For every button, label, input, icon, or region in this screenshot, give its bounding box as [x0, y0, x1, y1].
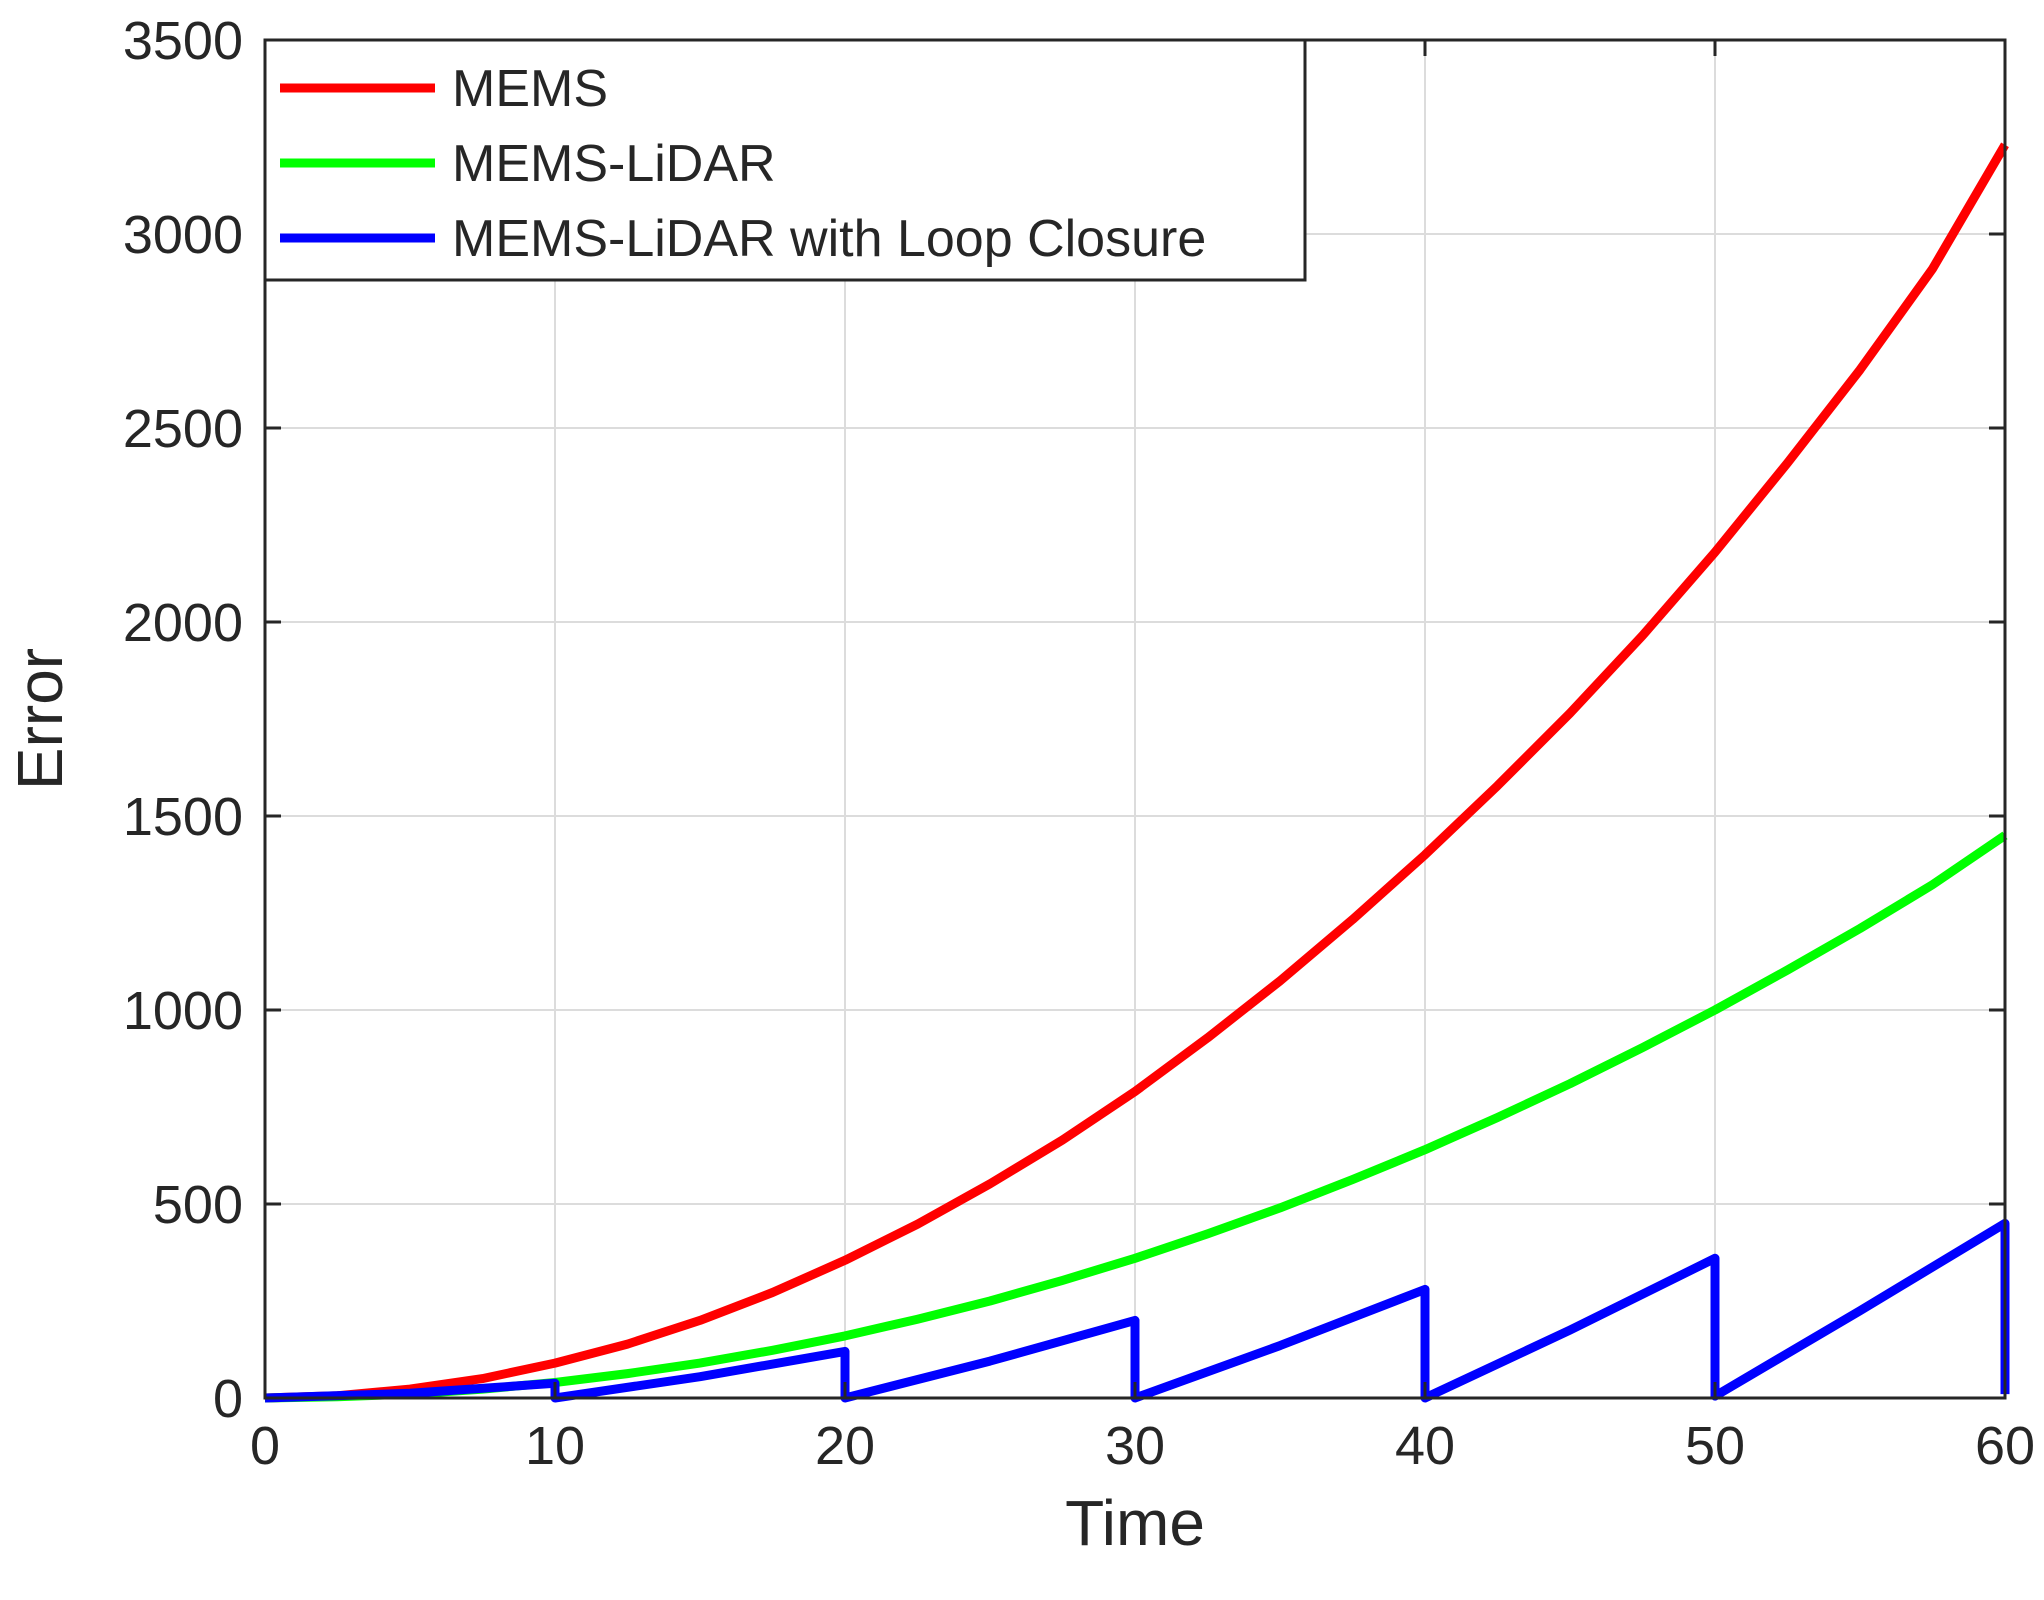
x-axis-title: Time: [1065, 1487, 1205, 1559]
y-tick-label: 2500: [123, 399, 243, 459]
y-axis-title: Error: [4, 648, 76, 790]
y-tick-label: 1000: [123, 981, 243, 1041]
y-tick-label: 1500: [123, 787, 243, 847]
x-tick-label: 50: [1685, 1416, 1745, 1476]
y-tick-label: 0: [213, 1369, 243, 1429]
y-tick-label: 2000: [123, 593, 243, 653]
axis-ticks: 0 10 20 30 40 50 60 0 500 1000 1500 2000 2500 3000 350…: [123, 11, 2035, 1476]
x-tick-label: 0: [250, 1416, 280, 1476]
legend-label: MEMS-LiDAR: [452, 135, 776, 193]
legend-box: [263, 38, 1307, 282]
y-tick-label: 500: [153, 1175, 243, 1235]
legend: MEMS MEMS-LiDAR MEMS-LiDAR with Loop Closu…: [263, 38, 1307, 282]
y-tick-label: 3500: [123, 11, 243, 71]
x-tick-label: 10: [525, 1416, 585, 1476]
y-tick-label: 3000: [123, 205, 243, 265]
x-tick-label: 60: [1975, 1416, 2035, 1476]
x-tick-label: 20: [815, 1416, 875, 1476]
series-line-0: [264, 142, 2009, 1403]
x-tick-label: 30: [1105, 1416, 1165, 1476]
legend-label: MEMS-LiDAR with Loop Closure: [452, 210, 1206, 268]
legend-label: MEMS: [452, 60, 608, 118]
x-tick-label: 40: [1395, 1416, 1455, 1476]
